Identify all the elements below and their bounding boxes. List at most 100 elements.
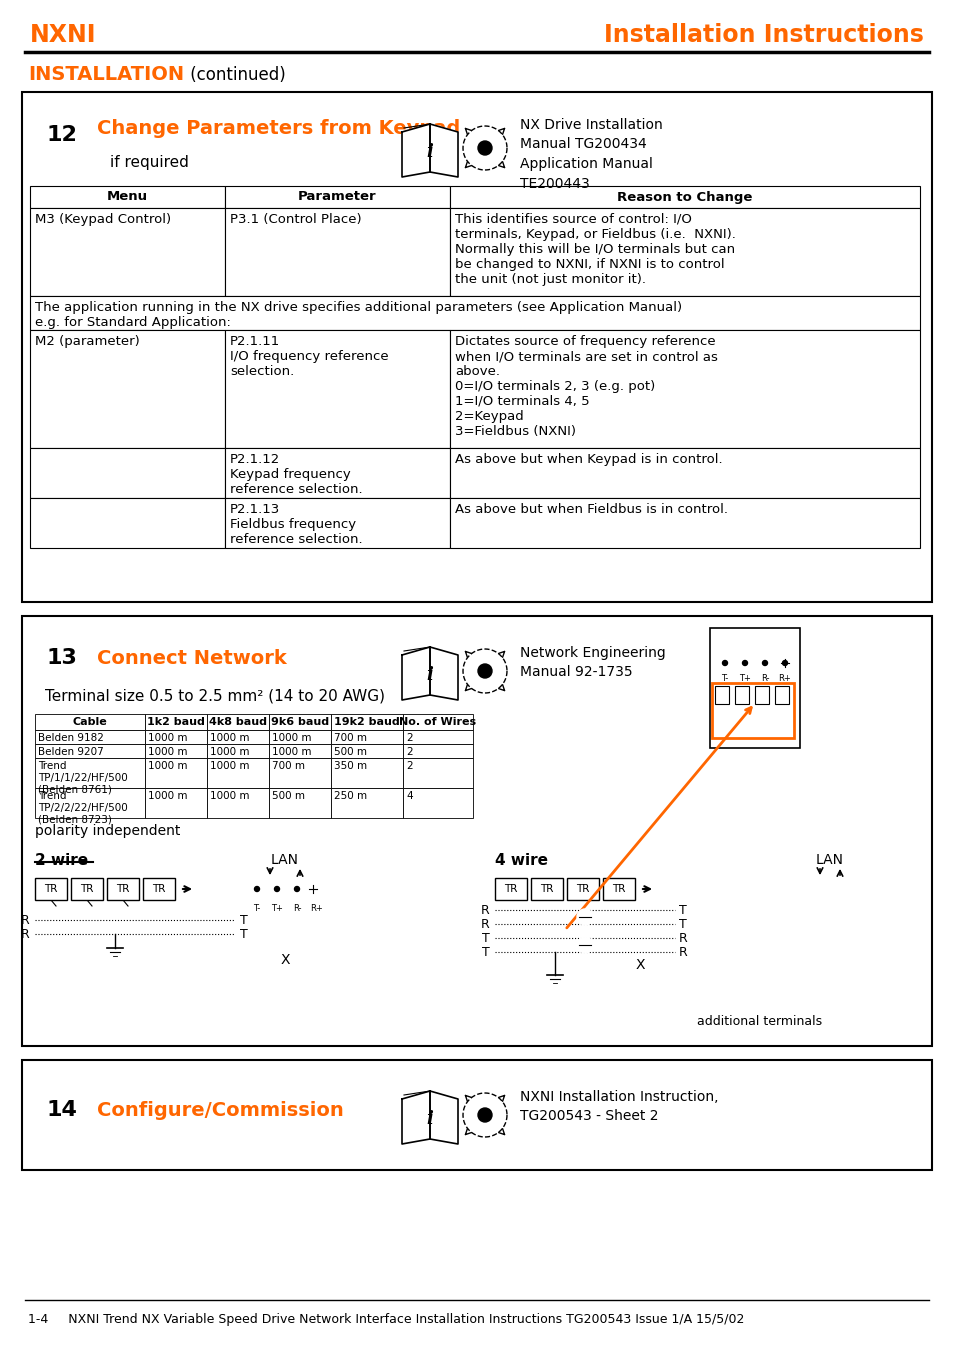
Polygon shape xyxy=(430,124,457,177)
Bar xyxy=(35,758,145,788)
Text: Connect Network: Connect Network xyxy=(97,649,287,668)
Text: T-: T- xyxy=(720,675,728,683)
Bar xyxy=(35,788,145,818)
Bar xyxy=(225,330,450,448)
Bar xyxy=(35,714,145,730)
Text: 1000 m: 1000 m xyxy=(210,761,250,771)
Bar xyxy=(145,788,207,818)
Text: 1000 m: 1000 m xyxy=(148,748,188,757)
Circle shape xyxy=(467,1096,502,1133)
Circle shape xyxy=(306,882,319,896)
Text: T-: T- xyxy=(253,904,260,913)
Text: P2.1.11
I/O frequency reference
selection.: P2.1.11 I/O frequency reference selectio… xyxy=(230,335,388,379)
Text: Trend
TP/1/1/22/HF/500
(Belden 8761): Trend TP/1/1/22/HF/500 (Belden 8761) xyxy=(38,761,128,794)
Bar xyxy=(269,730,331,744)
Bar xyxy=(35,744,145,758)
Bar xyxy=(331,744,402,758)
Text: INSTALLATION: INSTALLATION xyxy=(28,65,184,84)
Bar xyxy=(30,208,225,296)
Bar xyxy=(30,448,225,498)
Circle shape xyxy=(477,1109,492,1122)
Bar xyxy=(331,758,402,788)
Text: 1000 m: 1000 m xyxy=(148,733,188,744)
Circle shape xyxy=(477,664,492,677)
Bar xyxy=(331,788,402,818)
Circle shape xyxy=(741,661,747,665)
Bar xyxy=(531,877,562,900)
Text: R: R xyxy=(679,945,687,959)
Text: 700 m: 700 m xyxy=(334,733,367,744)
Bar xyxy=(143,877,174,900)
Bar xyxy=(754,685,768,704)
Text: TR: TR xyxy=(44,884,57,894)
Text: 14: 14 xyxy=(47,1101,77,1119)
Text: The application running in the NX drive specifies additional parameters (see App: The application running in the NX drive … xyxy=(35,301,681,329)
Text: T: T xyxy=(679,918,686,930)
Bar xyxy=(35,877,67,900)
Text: Parameter: Parameter xyxy=(298,191,376,204)
Text: R: R xyxy=(480,903,490,917)
Bar xyxy=(402,714,473,730)
Text: TR: TR xyxy=(80,884,93,894)
Bar xyxy=(566,877,598,900)
Text: R+: R+ xyxy=(778,675,791,683)
Text: R+: R+ xyxy=(311,904,323,913)
Circle shape xyxy=(40,114,84,157)
Text: LAN: LAN xyxy=(271,853,298,867)
Bar xyxy=(207,730,269,744)
Text: T: T xyxy=(240,914,248,926)
Text: T: T xyxy=(482,945,490,959)
Bar xyxy=(602,877,635,900)
Circle shape xyxy=(467,653,502,690)
Circle shape xyxy=(721,661,727,665)
Text: 1000 m: 1000 m xyxy=(148,791,188,800)
Bar xyxy=(450,187,919,208)
Text: 4k8 baud: 4k8 baud xyxy=(209,717,267,727)
Bar xyxy=(450,330,919,448)
Text: TR: TR xyxy=(576,884,589,894)
Text: TR: TR xyxy=(612,884,625,894)
Text: Reason to Change: Reason to Change xyxy=(617,191,752,204)
Bar xyxy=(269,758,331,788)
Bar xyxy=(145,758,207,788)
Text: NX Drive Installation
Manual TG200434
Application Manual
TE200443: NX Drive Installation Manual TG200434 Ap… xyxy=(519,118,662,191)
Bar xyxy=(71,877,103,900)
Bar xyxy=(711,683,793,738)
Text: 2: 2 xyxy=(406,748,413,757)
Text: 12: 12 xyxy=(47,124,77,145)
Text: Trend
TP/2/2/22/HF/500
(Belden 8723): Trend TP/2/2/22/HF/500 (Belden 8723) xyxy=(38,791,128,825)
Circle shape xyxy=(738,656,751,671)
Bar xyxy=(402,744,473,758)
Circle shape xyxy=(467,130,502,166)
Polygon shape xyxy=(430,648,457,700)
Circle shape xyxy=(294,887,299,891)
Bar xyxy=(35,730,145,744)
Text: R: R xyxy=(21,914,30,926)
Bar xyxy=(269,714,331,730)
Text: 700 m: 700 m xyxy=(272,761,305,771)
Bar xyxy=(495,877,526,900)
Text: NXNI Installation Instruction,
TG200543 - Sheet 2: NXNI Installation Instruction, TG200543 … xyxy=(519,1090,718,1124)
Text: 1000 m: 1000 m xyxy=(272,748,312,757)
Text: Dictates source of frequency reference
when I/O terminals are set in control as
: Dictates source of frequency reference w… xyxy=(455,335,717,438)
Bar xyxy=(145,714,207,730)
Text: X: X xyxy=(280,953,290,967)
Text: LAN: LAN xyxy=(815,853,843,867)
Text: TR: TR xyxy=(504,884,517,894)
Circle shape xyxy=(40,1088,84,1132)
Text: X: X xyxy=(635,959,644,972)
Text: T+: T+ xyxy=(271,904,283,913)
Text: R: R xyxy=(21,927,30,941)
Text: As above but when Keypad is in control.: As above but when Keypad is in control. xyxy=(455,453,721,466)
Text: (continued): (continued) xyxy=(185,66,286,84)
Bar xyxy=(714,685,728,704)
Text: 9k6 baud: 9k6 baud xyxy=(271,717,329,727)
Text: T: T xyxy=(240,927,248,941)
Circle shape xyxy=(290,882,304,896)
Bar xyxy=(145,730,207,744)
Bar xyxy=(22,92,931,602)
Text: i: i xyxy=(426,1110,433,1128)
Text: 4: 4 xyxy=(406,791,413,800)
Text: 1k2 baud: 1k2 baud xyxy=(147,717,205,727)
Circle shape xyxy=(718,656,731,671)
